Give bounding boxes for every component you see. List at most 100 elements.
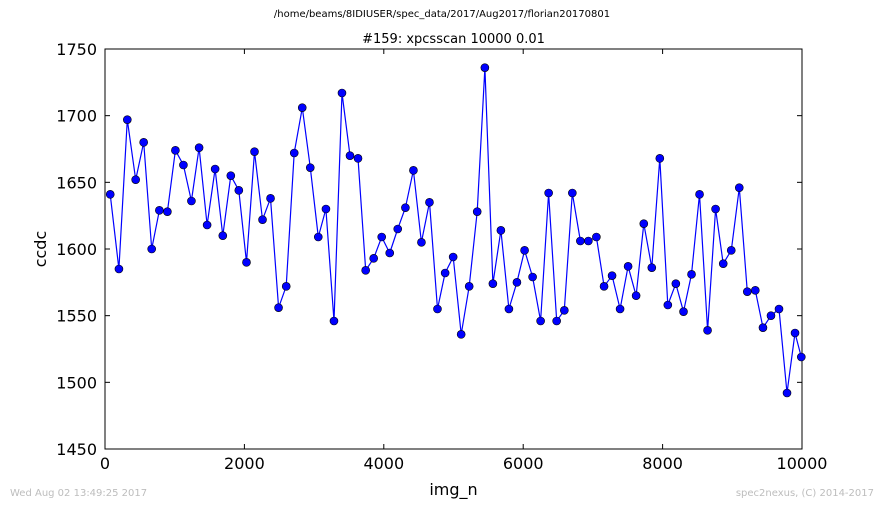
data-point xyxy=(123,115,132,124)
data-point xyxy=(114,264,124,274)
data-point xyxy=(258,215,267,224)
data-point xyxy=(726,246,736,255)
data-point xyxy=(274,303,283,312)
data-point xyxy=(560,306,569,315)
data-point xyxy=(504,304,514,314)
y-tick-label: 1500 xyxy=(56,373,97,392)
data-point xyxy=(448,252,458,262)
timestamp: Wed Aug 02 13:49:25 2017 xyxy=(10,488,148,499)
data-point xyxy=(202,220,212,230)
data-point xyxy=(576,236,585,246)
data-point xyxy=(528,272,537,282)
data-point xyxy=(568,188,577,198)
y-tick-label: 1650 xyxy=(56,173,97,192)
y-tick-label: 1750 xyxy=(56,40,97,59)
data-point xyxy=(742,287,752,296)
chart-title: #159: xpcsscan 10000 0.01 xyxy=(362,32,545,47)
data-point xyxy=(655,154,665,163)
data-point xyxy=(187,196,196,206)
data-point xyxy=(639,219,649,228)
data-point xyxy=(131,175,140,184)
data-point xyxy=(790,328,800,338)
data-point xyxy=(440,268,450,278)
plot-area-frame xyxy=(104,48,803,450)
y-tick-label: 1550 xyxy=(56,307,97,326)
data-point xyxy=(305,163,315,172)
y-tick-label: 1600 xyxy=(56,240,97,259)
data-point xyxy=(456,330,466,339)
x-tick-label: 2000 xyxy=(224,454,265,473)
data-point xyxy=(544,188,553,198)
data-point xyxy=(250,147,259,156)
data-point xyxy=(155,206,164,215)
data-point xyxy=(464,282,474,291)
data-point xyxy=(345,151,355,160)
data-point xyxy=(751,286,760,295)
data-point xyxy=(179,160,188,170)
data-point xyxy=(361,266,370,275)
data-point xyxy=(409,166,418,175)
data-point xyxy=(647,263,657,272)
data-point xyxy=(289,148,299,158)
data-point xyxy=(766,311,776,320)
data-point xyxy=(631,291,641,300)
x-tick-label: 6000 xyxy=(503,454,544,473)
data-point xyxy=(703,326,712,335)
data-point xyxy=(520,246,529,255)
data-point xyxy=(774,304,784,314)
data-point xyxy=(718,259,728,268)
data-point xyxy=(401,203,410,212)
data-point xyxy=(377,232,387,242)
x-axis: 0 2000 4000 6000 8000 10000 xyxy=(100,49,828,473)
data-point xyxy=(536,316,545,326)
data-point xyxy=(758,323,768,332)
x-axis-label: img_n xyxy=(429,480,477,500)
data-point xyxy=(105,190,115,199)
data-point xyxy=(369,254,378,263)
y-axis: 1450 1500 1550 1600 1650 1700 1750 xyxy=(56,40,802,459)
y-tick-label: 1450 xyxy=(56,440,97,459)
data-point xyxy=(687,270,696,279)
data-point xyxy=(171,146,180,155)
data-point xyxy=(425,198,434,207)
data-point xyxy=(242,258,251,267)
data-point xyxy=(679,307,688,316)
data-point xyxy=(615,304,625,314)
x-tick-label: 10000 xyxy=(777,454,828,473)
data-point xyxy=(496,226,506,235)
credit-text: spec2nexus, (C) 2014-2017 xyxy=(735,488,874,499)
data-point xyxy=(163,207,172,216)
data-point xyxy=(313,232,323,242)
x-tick-label: 4000 xyxy=(363,454,404,473)
data-point xyxy=(663,300,673,310)
data-point xyxy=(147,244,156,254)
data-point xyxy=(671,279,681,288)
y-axis-label: ccdc xyxy=(31,231,50,268)
data-point xyxy=(281,282,291,291)
data-point xyxy=(433,304,442,314)
data-point xyxy=(623,262,633,271)
data-point xyxy=(607,271,617,280)
data-point xyxy=(480,63,490,72)
data-point xyxy=(711,204,720,214)
data-point xyxy=(512,278,522,287)
data-point xyxy=(329,316,339,326)
data-point xyxy=(218,231,228,240)
data-point xyxy=(266,194,275,203)
data-point xyxy=(552,316,561,326)
data-point xyxy=(472,207,482,216)
data-point xyxy=(385,248,395,258)
data-point xyxy=(782,388,792,398)
data-point xyxy=(321,204,331,214)
data-point xyxy=(234,186,244,195)
data-point xyxy=(210,164,220,174)
data-point xyxy=(226,171,236,180)
data-point xyxy=(488,279,498,288)
figure-suptitle: /home/beams/8IDIUSER/spec_data/2017/Aug2… xyxy=(273,9,611,20)
data-point xyxy=(599,282,609,291)
data-point xyxy=(297,103,307,112)
data-series xyxy=(105,63,806,398)
x-tick-label: 0 xyxy=(100,454,110,473)
data-point xyxy=(592,232,601,242)
data-point xyxy=(797,352,806,362)
